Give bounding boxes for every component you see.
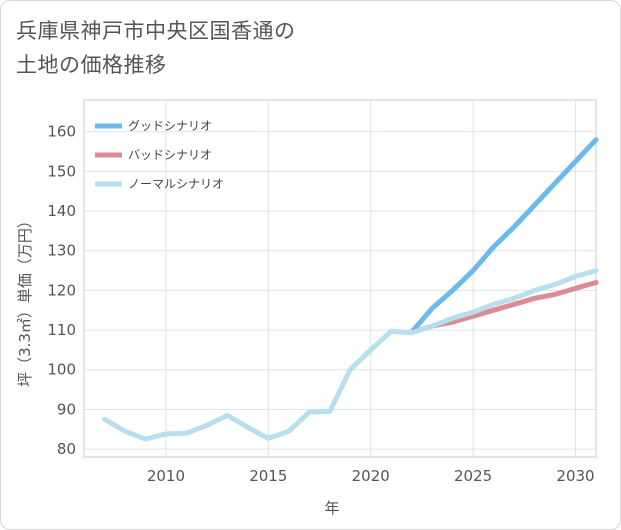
y-tick-labels: 80 90 100 110 120 130 140 150 160 <box>47 123 76 458</box>
y-tick-label-90: 90 <box>57 400 76 418</box>
x-tick-label-2010: 2010 <box>147 467 185 485</box>
x-tick-labels: 2010 2015 2020 2025 2030 <box>147 467 595 485</box>
y-axis-title: 坪（3.3㎡）単価（万円） <box>16 213 34 387</box>
x-tick-label-2020: 2020 <box>352 467 390 485</box>
x-axis-title: 年 <box>324 499 339 517</box>
y-tick-label-160: 160 <box>47 123 76 141</box>
y-tick-label-110: 110 <box>47 321 76 339</box>
series-line-3 <box>102 268 599 442</box>
legend-label-1: グッドシナリオ <box>128 119 212 133</box>
y-tick-label-120: 120 <box>47 281 76 299</box>
x-tick-label-2030: 2030 <box>556 467 594 485</box>
y-tick-label-100: 100 <box>47 361 76 379</box>
x-tick-label-2015: 2015 <box>249 467 287 485</box>
grid-lines <box>84 100 596 457</box>
y-tick-label-150: 150 <box>47 162 76 180</box>
legend-label-3: ノーマルシナリオ <box>128 177 224 191</box>
chart-title-line-1: 兵庫県神戸市中央区国香通の <box>16 19 296 43</box>
series-lines <box>102 137 599 442</box>
chart-title-line-2: 土地の価格推移 <box>16 53 167 77</box>
y-tick-label-140: 140 <box>47 202 76 220</box>
series-line-1 <box>409 137 599 335</box>
plot-area <box>83 99 597 458</box>
x-tick-label-2025: 2025 <box>454 467 492 485</box>
chart-title: 兵庫県神戸市中央区国香通の 土地の価格推移 <box>16 14 296 82</box>
y-tick-label-80: 80 <box>57 440 76 458</box>
y-tick-label-130: 130 <box>47 242 76 260</box>
legend-label-2: バッドシナリオ <box>128 148 212 162</box>
